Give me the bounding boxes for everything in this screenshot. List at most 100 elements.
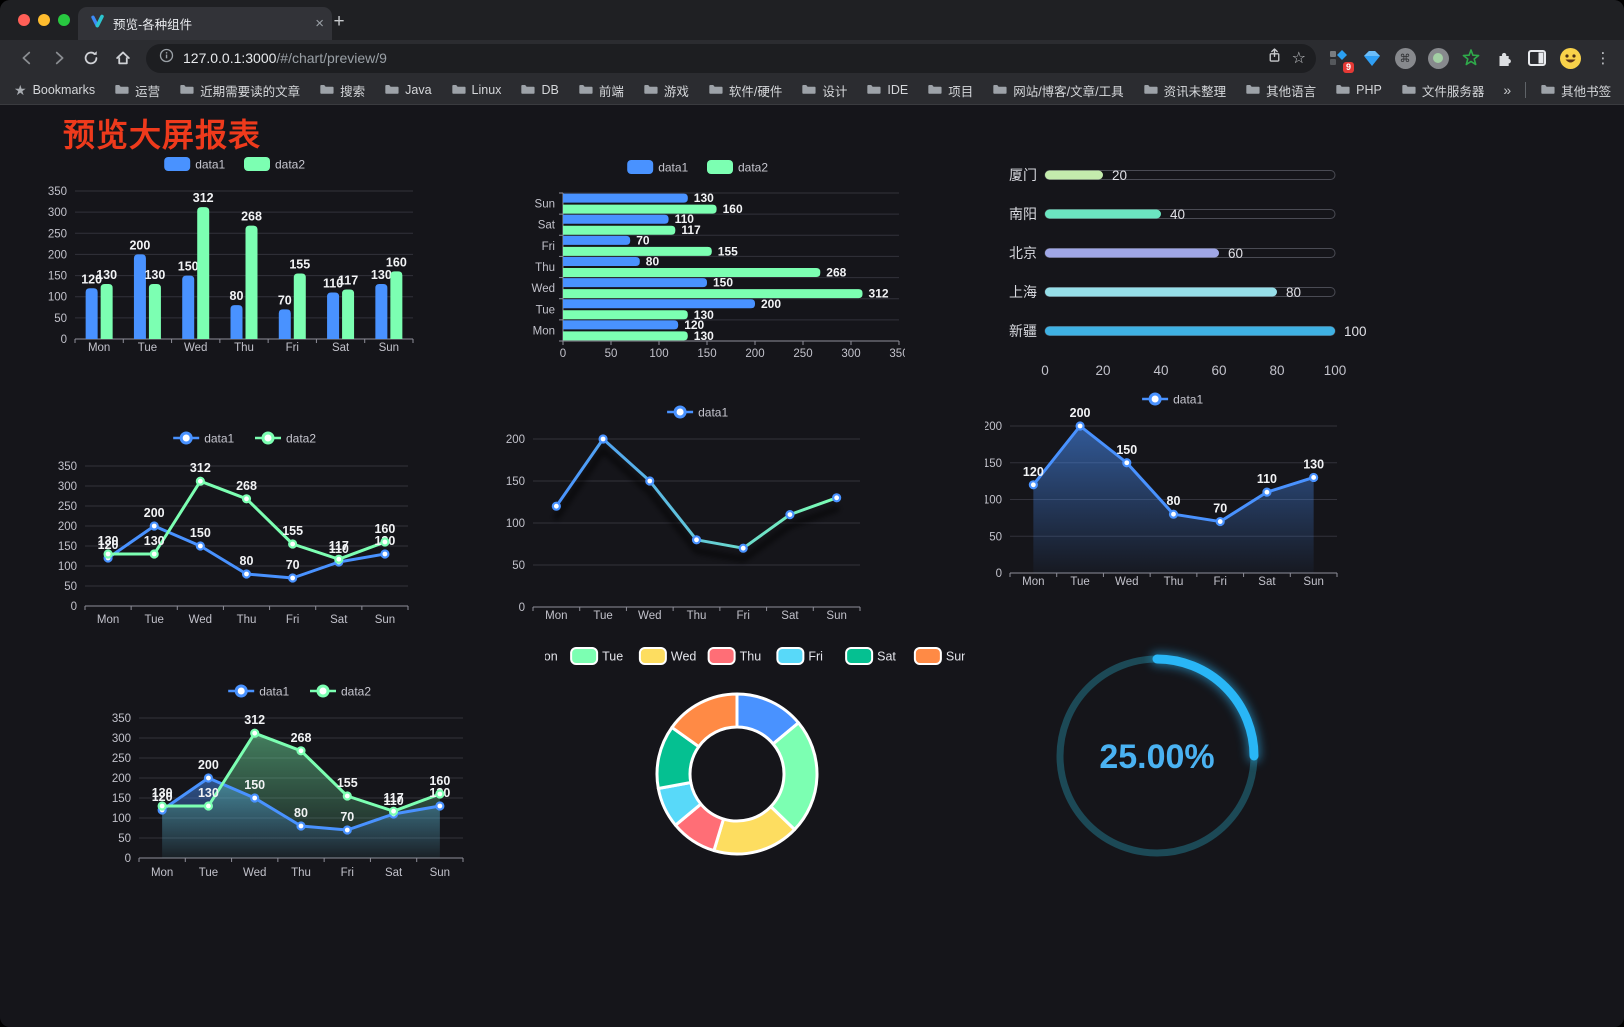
svg-text:Wed: Wed xyxy=(532,283,555,295)
chart-horizontal-bar[interactable]: data1 data2 0 50 100 150 200 250 300 350 Sun 130 160… xyxy=(505,151,909,366)
chart-area-line-single[interactable]: data1 0 50 100 150 200 120 200 150 80 70 110 130 Mon T… xyxy=(983,387,1385,607)
svg-text:150: 150 xyxy=(178,260,199,274)
bookmark-folder[interactable]: IDE xyxy=(866,81,908,99)
svg-text:Sat: Sat xyxy=(385,867,403,879)
svg-text:200: 200 xyxy=(48,249,67,261)
bookmark-folder[interactable]: Java xyxy=(384,81,432,99)
svg-text:100: 100 xyxy=(985,495,1002,507)
svg-text:data1: data1 xyxy=(1173,392,1203,406)
svg-text:200: 200 xyxy=(761,297,781,311)
bookmark-folder[interactable]: 搜索 xyxy=(319,81,365,100)
bookmark-folder[interactable]: 软件/硬件 xyxy=(708,81,782,100)
svg-text:117: 117 xyxy=(338,274,358,288)
extensions-puzzle-icon[interactable] xyxy=(1491,45,1517,71)
star-extension-icon[interactable] xyxy=(1458,45,1484,71)
svg-text:Thu: Thu xyxy=(1164,576,1184,588)
svg-text:data2: data2 xyxy=(275,157,305,171)
svg-text:350: 350 xyxy=(889,348,905,360)
chart-gradient-line[interactable]: data1 0 50 100 150 200 Mon Tue Wed Thu Fri Sat Sun xyxy=(500,401,900,626)
browser-tab[interactable]: 预览-各种组件 × xyxy=(78,7,332,40)
bookmark-folder[interactable]: Linux xyxy=(451,81,501,99)
bookmark-folder[interactable]: 游戏 xyxy=(643,81,689,100)
svg-text:160: 160 xyxy=(386,255,407,269)
bookmark-folder[interactable]: 网站/博客/文章/工具 xyxy=(992,81,1124,100)
svg-text:Wed: Wed xyxy=(243,867,266,879)
gem-extension-icon[interactable] xyxy=(1359,45,1385,71)
bookmarks-overflow-chevron[interactable]: » xyxy=(1503,82,1512,98)
svg-text:100: 100 xyxy=(506,518,525,530)
profile-avatar[interactable] xyxy=(1557,45,1583,71)
forward-button[interactable] xyxy=(46,45,72,71)
svg-text:data2: data2 xyxy=(341,684,371,698)
reload-button[interactable] xyxy=(78,45,104,71)
svg-text:厦门: 厦门 xyxy=(1009,167,1037,183)
bookmarks-divider xyxy=(1525,82,1527,98)
tab-favicon xyxy=(90,14,105,34)
chart-progress-gauge[interactable]: 25.00% xyxy=(1030,631,1310,886)
svg-text:0: 0 xyxy=(71,601,77,613)
tab-close-icon[interactable]: × xyxy=(315,15,324,32)
bookmark-folder[interactable]: 资讯未整理 xyxy=(1143,81,1226,100)
folder-icon xyxy=(708,81,723,99)
new-tab-button[interactable]: + xyxy=(333,11,345,32)
extension-grid-icon[interactable]: 9 xyxy=(1326,45,1354,73)
svg-text:新疆: 新疆 xyxy=(1009,323,1037,339)
side-panel-icon[interactable] xyxy=(1524,45,1550,71)
fullscreen-window-button[interactable] xyxy=(58,14,70,26)
svg-text:130: 130 xyxy=(144,534,165,548)
chart-grouped-bar[interactable]: data1 data2 0 50 100 150 200 250 300 350 120 130 200… xyxy=(30,151,440,366)
svg-text:0: 0 xyxy=(1041,363,1049,378)
bookmarks-manager[interactable]: ★ Bookmarks xyxy=(14,82,95,99)
svg-text:北京: 北京 xyxy=(1009,245,1037,261)
svg-text:150: 150 xyxy=(713,276,733,290)
svg-text:130: 130 xyxy=(694,329,714,343)
chart-line-two-series[interactable]: data1 data2 0 50 100 150 200 250 300 350 120 200 150… xyxy=(40,426,450,641)
bookmark-star-icon[interactable]: ☆ xyxy=(1291,50,1306,67)
svg-text:130: 130 xyxy=(96,268,117,282)
svg-text:130: 130 xyxy=(152,786,173,800)
svg-text:117: 117 xyxy=(329,539,349,553)
close-window-button[interactable] xyxy=(18,14,30,26)
bookmark-folder[interactable]: 运营 xyxy=(114,81,160,100)
bookmark-folder[interactable]: 项目 xyxy=(927,81,973,100)
address-bar[interactable]: 127.0.0.1:3000/#/chart/preview/9 ☆ xyxy=(146,43,1316,73)
svg-text:20: 20 xyxy=(1095,363,1110,378)
bookmark-folder[interactable]: 其他语言 xyxy=(1245,81,1316,100)
svg-text:200: 200 xyxy=(506,434,525,446)
svg-text:200: 200 xyxy=(985,421,1002,433)
bookmark-folder[interactable]: PHP xyxy=(1335,81,1382,99)
bookmark-folder-list: 运营 近期需要读的文章 搜索 Java Linux DB 前端 游戏 软件/硬件 设计 IDE 项目网… xyxy=(114,81,1484,100)
svg-text:Mon: Mon xyxy=(545,610,567,622)
bookmark-folder[interactable]: DB xyxy=(520,81,559,99)
bookmark-folder[interactable]: 前端 xyxy=(578,81,624,100)
svg-text:300: 300 xyxy=(58,481,77,493)
bookmark-folder[interactable]: 设计 xyxy=(801,81,847,100)
svg-text:120: 120 xyxy=(684,318,704,332)
svg-text:Thu: Thu xyxy=(740,650,762,664)
extension-badge: 9 xyxy=(1342,62,1354,73)
svg-text:Wed: Wed xyxy=(184,342,207,354)
home-button[interactable] xyxy=(110,45,136,71)
record-extension-icon[interactable] xyxy=(1425,45,1451,71)
back-button[interactable] xyxy=(14,45,40,71)
chart-area-line-two[interactable]: data1 data2 0 50 100 150 200 250 300 350 120 200 150… xyxy=(95,676,505,896)
site-info-icon[interactable] xyxy=(159,48,174,68)
other-bookmarks[interactable]: 其他书签 xyxy=(1540,81,1611,100)
command-extension-icon[interactable]: ⌘ xyxy=(1392,45,1418,71)
svg-text:150: 150 xyxy=(48,271,67,283)
extensions-cluster: 9 ⌘ ⋮ xyxy=(1326,45,1616,73)
bookmarks-star-icon: ★ xyxy=(14,81,27,98)
browser-menu-icon[interactable]: ⋮ xyxy=(1595,50,1611,67)
svg-text:20: 20 xyxy=(1112,168,1127,183)
svg-text:data1: data1 xyxy=(204,431,234,445)
svg-text:0: 0 xyxy=(519,602,525,614)
chart-capsule-bars[interactable]: 厦门 20 南阳 40 北京 60 上海 80 新疆 100 0 20 40 60 80 100 xyxy=(985,151,1385,391)
bookmark-folder[interactable]: 文件服务器 xyxy=(1401,81,1484,100)
share-icon[interactable] xyxy=(1266,47,1283,69)
bookmark-folder[interactable]: 近期需要读的文章 xyxy=(179,81,300,100)
svg-text:80: 80 xyxy=(240,554,254,568)
svg-text:150: 150 xyxy=(985,458,1002,470)
chart-donut-pie[interactable]: Mon Tue Wed Thu Fri Sat Sun xyxy=(501,641,968,911)
minimize-window-button[interactable] xyxy=(38,14,50,26)
